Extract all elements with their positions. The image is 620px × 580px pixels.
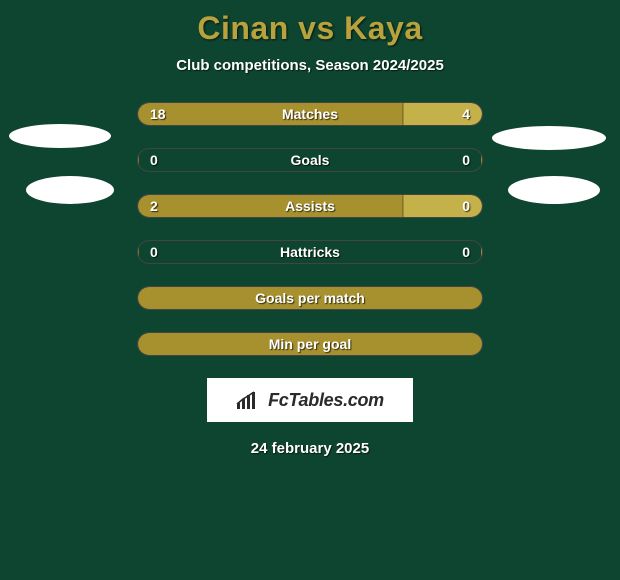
stat-row: Goals per match [137,286,483,310]
stat-label: Goals [138,149,482,171]
date-label: 24 february 2025 [0,440,620,457]
stat-bar-right [481,149,482,171]
player-avatar-right [492,126,606,150]
stat-label: Hattricks [138,241,482,263]
player-avatar-left [9,124,111,148]
stat-bar-right [481,333,482,355]
stat-value-left: 0 [150,241,158,263]
page-subtitle: Club competitions, Season 2024/2025 [0,57,620,74]
stat-value-right: 0 [462,149,470,171]
stat-row: 184Matches [137,102,483,126]
stat-bar-left [138,195,403,217]
page-title: Cinan vs Kaya [0,0,620,47]
stat-bar-right [403,195,482,217]
stat-value-right: 0 [462,241,470,263]
stat-row: 0 0Hattricks [137,240,483,264]
stat-bar-right [403,103,482,125]
logo-text: FcTables.com [268,390,384,411]
stat-bar-left [138,241,139,263]
stats-bars: 184Matches00Goals20Assists00HattricksGoa… [137,102,483,356]
stat-value-left: 0 [150,149,158,171]
stat-bar-right [481,287,482,309]
stat-bar-right [481,241,482,263]
player-avatar-right [508,176,600,204]
player-avatar-left [26,176,114,204]
logo-box: FcTables.com [207,378,413,422]
stat-bar-left [138,149,139,171]
stat-row: Min per goal [137,332,483,356]
stat-row: 0 0Goals [137,148,483,172]
logo-icon [236,389,262,411]
stat-bar-left [138,287,482,309]
stat-row: 20Assists [137,194,483,218]
stat-bar-left [138,103,403,125]
stat-bar-left [138,333,482,355]
